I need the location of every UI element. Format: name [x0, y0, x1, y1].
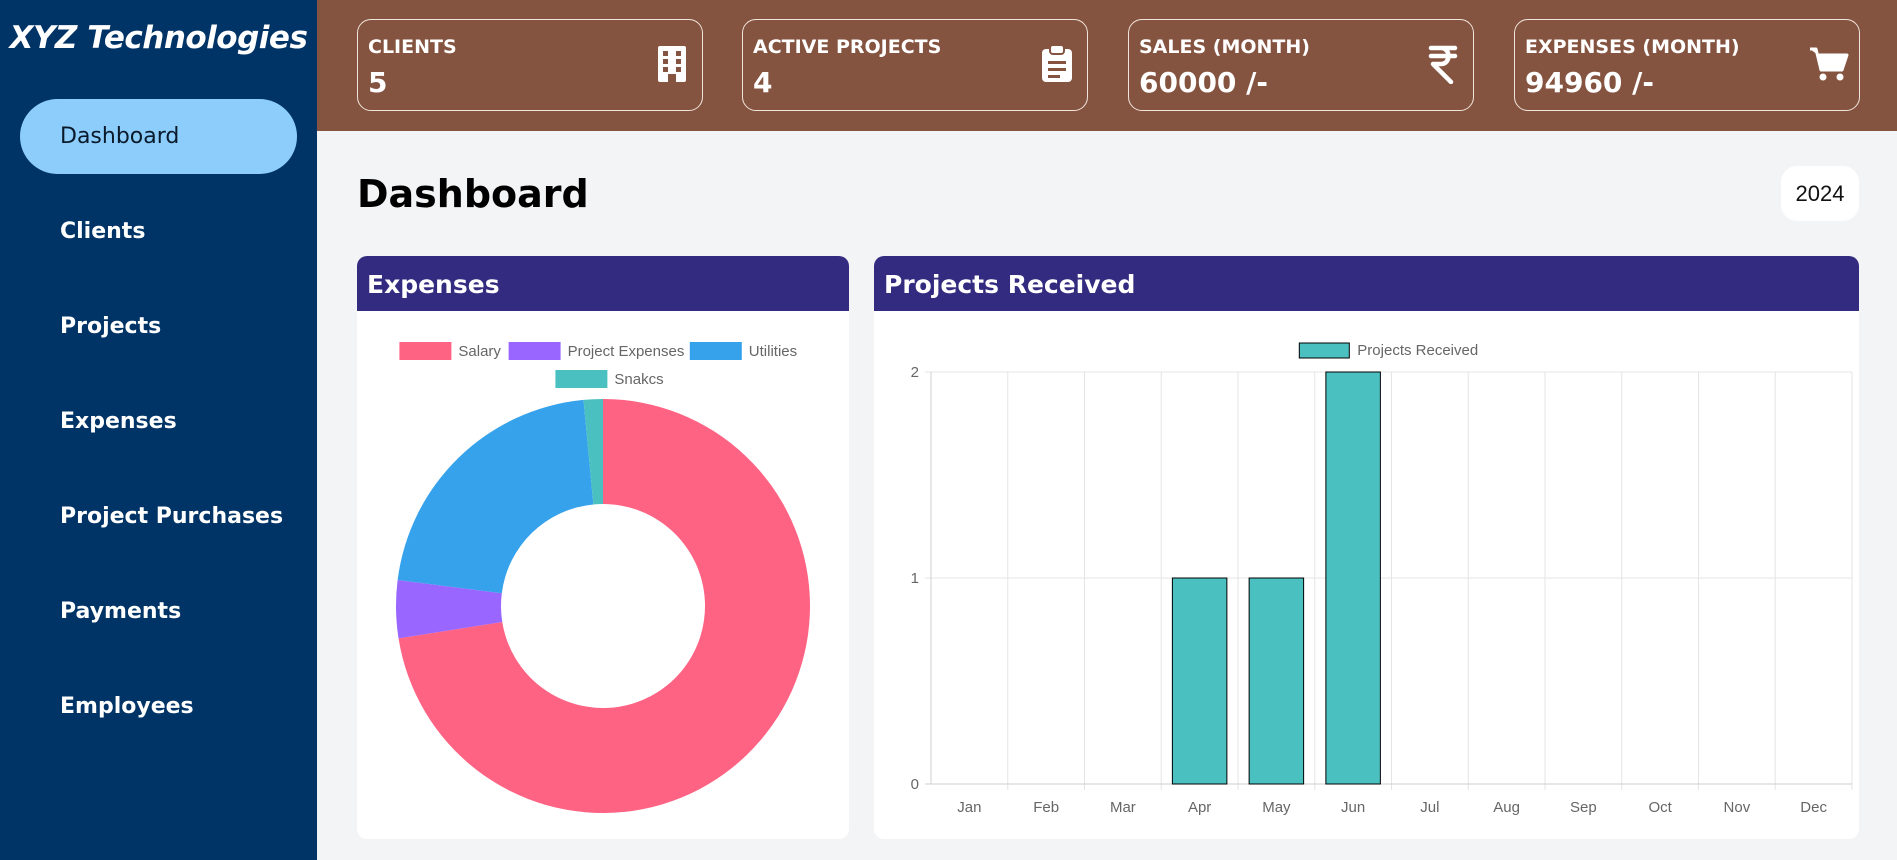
legend-swatch-utilities[interactable]: [689, 342, 742, 360]
y-tick-label: 1: [911, 570, 919, 587]
stat-value: 5: [368, 66, 388, 99]
expenses-panel: Expenses Salary Project Expenses Utilities…: [357, 256, 849, 839]
x-tick-label: Jan: [957, 799, 981, 816]
legend-label-project-expenses[interactable]: Project Expenses: [568, 343, 685, 360]
legend-swatch-snakcs[interactable]: [555, 370, 608, 388]
sidebar-item-clients[interactable]: Clients: [60, 219, 146, 244]
stat-label: EXPENSES (MONTH): [1525, 36, 1740, 58]
sidebar-item-projects[interactable]: Projects: [60, 314, 162, 339]
clipboard-icon: [1042, 44, 1072, 82]
stat-card-active-projects[interactable]: ACTIVE PROJECTS 4: [742, 19, 1088, 111]
expenses-panel-title: Expenses: [357, 256, 849, 311]
stats-bar: CLIENTS 5 ACTIVE PROJECTS 4 SALES (MONTH…: [317, 0, 1897, 131]
sidebar-item-payments[interactable]: Payments: [60, 599, 182, 624]
stat-value: 94960 /-: [1525, 66, 1655, 99]
bar-may[interactable]: [1248, 577, 1305, 785]
legend-label-snakcs[interactable]: Snakcs: [614, 371, 663, 388]
sidebar-item-employees[interactable]: Employees: [60, 694, 194, 719]
sidebar-item-project-purchases[interactable]: Project Purchases: [60, 504, 284, 529]
x-tick-label: Nov: [1724, 799, 1751, 816]
x-tick-label: Dec: [1800, 799, 1827, 816]
stat-label: SALES (MONTH): [1139, 36, 1310, 58]
x-tick-label: Sep: [1570, 799, 1597, 816]
x-tick-label: May: [1262, 799, 1291, 816]
legend-label-utilities[interactable]: Utilities: [749, 343, 797, 360]
x-tick-label: Feb: [1033, 799, 1059, 816]
projects-panel-title: Projects Received: [874, 256, 1859, 311]
x-tick-label: Jul: [1420, 799, 1439, 816]
stat-card-sales[interactable]: SALES (MONTH) 60000 /-: [1128, 19, 1474, 111]
legend-label-salary[interactable]: Salary: [458, 343, 501, 360]
stat-card-clients[interactable]: CLIENTS 5: [357, 19, 703, 111]
slice-project-expenses[interactable]: [396, 580, 503, 639]
projects-bar-chart: Projects Received 0 1 2 Jan Feb Mar Apr May Jun Ju…: [911, 342, 1853, 816]
x-tick-label: Oct: [1648, 799, 1672, 816]
legend-swatch-project-expenses[interactable]: [508, 342, 561, 360]
bar-apr[interactable]: [1171, 577, 1228, 785]
legend-label-projects-received[interactable]: Projects Received: [1357, 342, 1478, 359]
stat-value: 4: [753, 66, 773, 99]
rupee-icon: [1428, 45, 1458, 84]
year-selector[interactable]: 2024: [1781, 166, 1859, 221]
page-title: Dashboard: [357, 172, 589, 216]
building-icon: [658, 46, 686, 82]
stat-label: ACTIVE PROJECTS: [753, 36, 942, 58]
y-tick-label: 2: [911, 364, 919, 381]
projects-panel: Projects Received Projects Received 0 1 2 Ja…: [874, 256, 1859, 839]
stat-card-expenses[interactable]: EXPENSES (MONTH) 94960 /-: [1514, 19, 1860, 111]
stat-label: CLIENTS: [368, 36, 457, 58]
brand-title: XYZ Technologies: [9, 20, 308, 56]
slice-utilities[interactable]: [397, 399, 594, 594]
y-tick-label: 0: [911, 776, 919, 793]
sidebar-item-expenses[interactable]: Expenses: [60, 409, 177, 434]
x-tick-label: Apr: [1188, 799, 1211, 816]
x-tick-label: Jun: [1341, 799, 1365, 816]
legend-swatch-projects-received[interactable]: [1298, 342, 1350, 359]
x-tick-label: Aug: [1493, 799, 1520, 816]
legend-swatch-salary[interactable]: [399, 342, 452, 360]
bar-jun[interactable]: [1325, 371, 1381, 785]
x-tick-label: Mar: [1110, 799, 1136, 816]
cart-icon: [1810, 47, 1849, 81]
sidebar: XYZ Technologies Dashboard Clients Proje…: [0, 0, 317, 860]
expenses-doughnut-chart: Salary Project Expenses Utilities Snakcs: [396, 342, 810, 813]
slice-snakcs[interactable]: [583, 399, 603, 505]
stat-value: 60000 /-: [1139, 66, 1269, 99]
slice-salary[interactable]: [398, 399, 810, 813]
sidebar-item-dashboard[interactable]: Dashboard: [20, 99, 297, 174]
